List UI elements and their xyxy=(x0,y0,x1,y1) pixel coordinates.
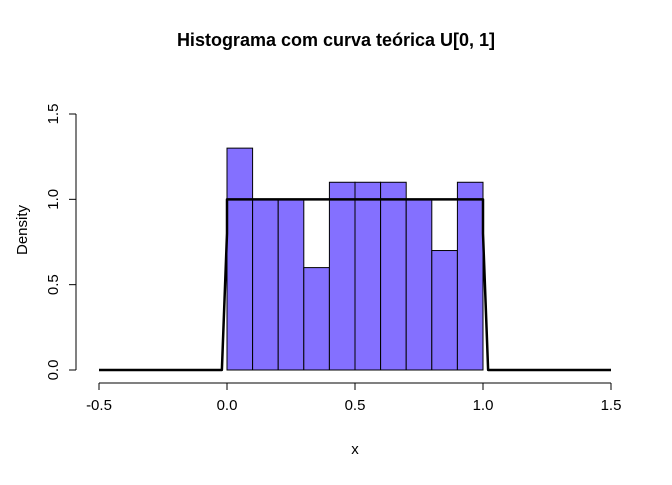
x-tick-label: 0.5 xyxy=(345,397,366,414)
chart-title: Histograma com curva teórica U[0, 1] xyxy=(176,30,496,50)
y-tick-label: 1.5 xyxy=(45,104,62,125)
histogram-bar xyxy=(354,181,382,371)
histogram-bar xyxy=(328,181,356,371)
x-axis-label: x xyxy=(351,441,359,458)
y-tick-label: 1.0 xyxy=(45,189,62,210)
x-tick-label: 1.0 xyxy=(473,397,494,414)
y-axis-label: Density xyxy=(14,204,31,256)
histogram-bar xyxy=(252,198,279,371)
histogram-bar xyxy=(277,198,305,371)
x-tick-label: 1.5 xyxy=(601,397,622,414)
histogram-bar xyxy=(380,181,407,371)
histogram-bar xyxy=(303,267,330,371)
theoretical-curve xyxy=(99,198,611,372)
x-tick-label: 0.0 xyxy=(217,397,238,414)
histogram-bar xyxy=(456,181,484,371)
histogram-bar xyxy=(431,250,458,371)
histogram-bar xyxy=(405,198,433,371)
y-tick-label: 0.0 xyxy=(45,360,62,381)
histogram-bar xyxy=(226,147,254,371)
x-tick-label: -0.5 xyxy=(86,397,112,414)
y-tick-label: 0.5 xyxy=(45,274,62,295)
